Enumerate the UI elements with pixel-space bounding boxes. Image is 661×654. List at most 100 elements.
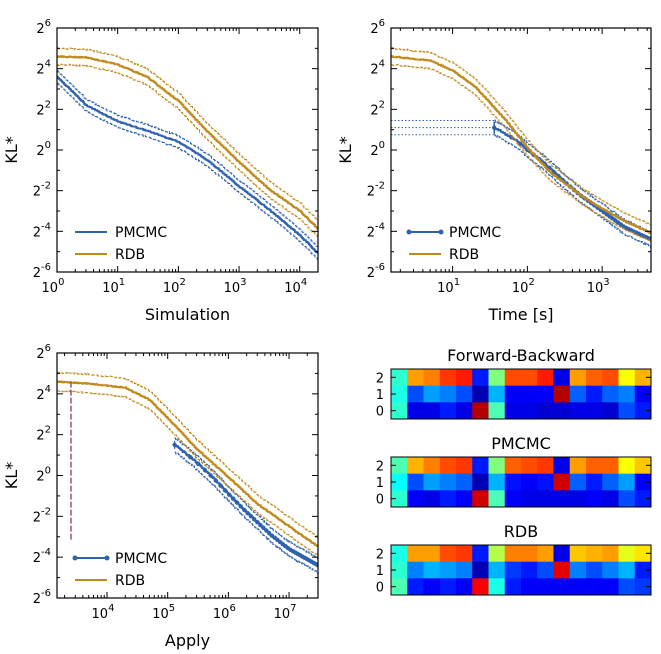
heatmap-cell xyxy=(586,402,603,420)
plot-area xyxy=(57,371,318,574)
heatmap-cell xyxy=(439,402,457,420)
axes-frame xyxy=(390,27,652,273)
heatmap-cell xyxy=(423,545,441,562)
tick-base: 2 xyxy=(33,551,41,566)
heatmap-cell xyxy=(586,457,603,474)
heatmap-cell xyxy=(456,385,473,403)
heatmap-cell xyxy=(634,545,652,562)
heatmap-cell xyxy=(423,402,441,420)
tick-base: 10 xyxy=(92,607,109,622)
x-tick-label: 104 xyxy=(284,277,307,296)
tick-base: 2 xyxy=(33,510,41,525)
heatmap-cell xyxy=(504,473,522,491)
y-tick-label: 20 xyxy=(370,140,385,159)
tick-exponent: 3 xyxy=(603,277,609,288)
y-tick-label: 20 xyxy=(36,466,51,485)
tick-base: 10 xyxy=(163,281,180,296)
heatmap-cell xyxy=(521,545,538,562)
tick-base: 2 xyxy=(367,225,375,240)
heatmap-cell xyxy=(618,545,636,562)
heatmap-cell xyxy=(472,561,489,579)
tick-base: 10 xyxy=(224,281,241,296)
tick-base: 2 xyxy=(33,266,41,281)
tick-exponent: 2 xyxy=(528,277,534,288)
heatmap-cell xyxy=(521,490,538,508)
heatmap-cell xyxy=(586,561,603,579)
heatmap-pmcmc: PMCMC 2 1 0 xyxy=(376,434,652,508)
heatmap-cell xyxy=(407,545,424,562)
rdb-series-line xyxy=(57,380,318,548)
legend: PMCMC RDB xyxy=(406,225,501,263)
heatmap-cell xyxy=(569,457,587,474)
heatmap-cell xyxy=(407,402,424,420)
pmcmc-marker xyxy=(242,507,247,513)
heatmap-frame xyxy=(390,456,652,508)
heatmap-rdb: RDB 2 1 0 xyxy=(376,522,652,596)
heatmap-cell xyxy=(586,490,603,508)
heatmap-cell xyxy=(407,490,424,508)
heatmap-title: Forward-Backward xyxy=(447,346,595,365)
x-tick-label: 106 xyxy=(213,603,236,622)
heatmap-cell xyxy=(439,490,457,508)
pmcmc-marker xyxy=(492,125,497,130)
tick-exponent: -6 xyxy=(41,588,51,599)
y-tick-label: 22 xyxy=(370,99,385,118)
tick-exponent: 0 xyxy=(45,140,51,151)
pmcmc-marker xyxy=(208,473,213,478)
tick-exponent: 6 xyxy=(45,18,51,29)
y-axis-label: KL* xyxy=(2,136,21,163)
heatmap-cell xyxy=(618,578,636,596)
rdb-upper-band xyxy=(57,371,318,538)
rdb-lower-band xyxy=(391,63,651,242)
heatmap-row-label: 2 xyxy=(376,547,384,562)
tick-base: 2 xyxy=(370,22,378,37)
heatmap-cell xyxy=(488,402,506,420)
tick-exponent: -4 xyxy=(41,547,51,558)
tick-exponent: 6 xyxy=(379,18,385,29)
heatmap-cell xyxy=(537,561,554,579)
tick-base: 10 xyxy=(152,607,169,622)
x-tick-label: 101 xyxy=(437,277,460,296)
tick-base: 2 xyxy=(36,388,44,403)
tick-base: 2 xyxy=(36,429,44,444)
heatmap-cell xyxy=(569,385,587,403)
heatmap-cell xyxy=(537,457,554,474)
plot-area xyxy=(391,47,651,248)
heatmap-frame xyxy=(390,544,652,596)
tick-base: 2 xyxy=(33,185,41,200)
tick-base: 10 xyxy=(437,281,454,296)
y-tick-label: 2-6 xyxy=(33,588,51,607)
rdb-upper-band xyxy=(57,47,318,222)
heatmap-cell xyxy=(407,578,424,596)
tick-base: 2 xyxy=(33,225,41,240)
x-axis-label: Simulation xyxy=(145,305,230,324)
heatmap-cell xyxy=(439,457,457,474)
heatmap-cell xyxy=(553,473,571,491)
heatmap-cell xyxy=(391,578,408,596)
heatmap-cell xyxy=(634,402,652,420)
tick-base: 2 xyxy=(36,144,44,159)
heatmap-cell xyxy=(391,457,408,474)
heatmap-cell xyxy=(586,545,603,562)
heatmap-cell xyxy=(618,457,636,474)
heatmap-cell xyxy=(488,385,506,403)
x-tick-label: 101 xyxy=(102,277,125,296)
plot-area xyxy=(57,47,318,261)
rdb-series-line xyxy=(57,55,318,230)
heatmap-cell xyxy=(456,473,473,491)
heatmap-cell xyxy=(602,457,619,474)
tick-base: 10 xyxy=(102,281,119,296)
legend-marker xyxy=(438,229,444,235)
pmcmc-marker xyxy=(517,141,523,146)
tick-base: 2 xyxy=(370,144,378,159)
tick-base: 2 xyxy=(36,22,44,37)
heatmap-cell xyxy=(537,545,554,562)
tick-exponent: 0 xyxy=(45,466,51,477)
heatmap-cell xyxy=(602,385,619,403)
heatmap-cell xyxy=(586,578,603,596)
heatmap-cell xyxy=(569,561,587,579)
heatmap-cell xyxy=(456,457,473,474)
